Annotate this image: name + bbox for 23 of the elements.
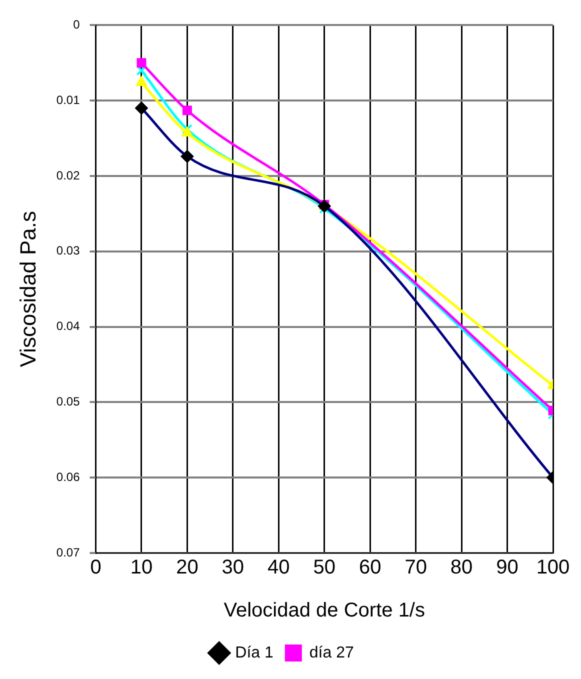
y-tick-label: 0 — [73, 18, 80, 32]
x-tick-label: 10 — [130, 556, 153, 579]
x-tick-label: 100 — [536, 556, 570, 579]
x-tick-label: 0 — [90, 556, 102, 579]
y-tick-label: 0.01 — [56, 92, 80, 107]
x-tick-label: 90 — [496, 556, 518, 579]
x-tick-label: 40 — [268, 556, 290, 579]
x-tick-label: 60 — [358, 556, 382, 579]
y-tick-label: 0.03 — [56, 244, 80, 258]
x-tick-label: 50 — [313, 556, 336, 579]
y-tick-label: 0.06 — [56, 470, 80, 484]
x-tick-label: 70 — [404, 556, 427, 579]
y-tick-label: 0.04 — [56, 319, 80, 334]
y-tick-label: 0.02 — [56, 168, 80, 182]
x-tick-label: 30 — [222, 556, 244, 579]
x-axis-title: Velocidad de Corte 1/s — [224, 600, 426, 622]
legend-label: Día 1 — [235, 644, 274, 662]
y-tick-label: 0.07 — [56, 545, 80, 560]
y-axis-title: Viscosidad Pa.s — [15, 211, 40, 368]
x-tick-label: 80 — [450, 556, 473, 579]
x-tick-label: 20 — [176, 556, 198, 579]
y-tick-label: 0.05 — [56, 394, 80, 409]
legend-label: día 27 — [309, 644, 354, 662]
